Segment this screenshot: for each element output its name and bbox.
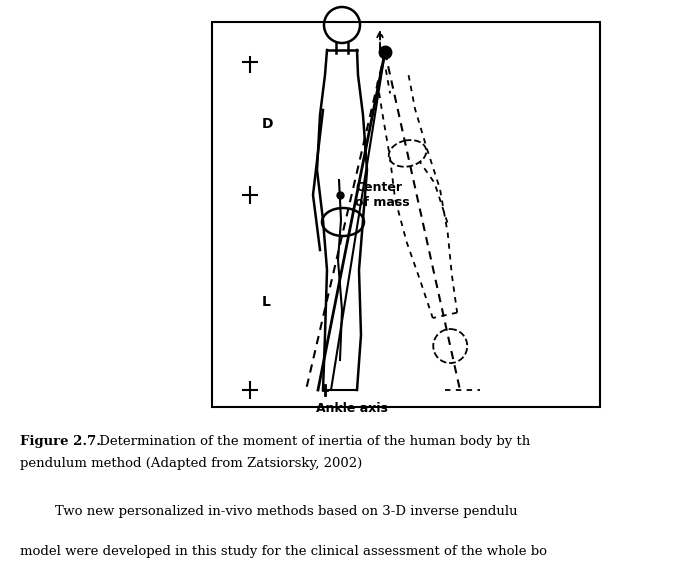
Text: Two new personalized in-vivo methods based on 3-D inverse pendulu: Two new personalized in-vivo methods bas… — [55, 505, 518, 518]
Text: Figure 2.7.: Figure 2.7. — [20, 435, 101, 448]
Text: pendulum method (Adapted from Zatsiorsky, 2002): pendulum method (Adapted from Zatsiorsky… — [20, 457, 362, 470]
Text: Determination of the moment of inertia of the human body by th: Determination of the moment of inertia o… — [95, 435, 530, 448]
Text: Ankle axis: Ankle axis — [316, 402, 388, 415]
Bar — [212, 22, 600, 407]
Text: model were developed in this study for the clinical assessment of the whole bo: model were developed in this study for t… — [20, 545, 547, 558]
Text: D: D — [262, 117, 273, 131]
Text: Center
of mass: Center of mass — [355, 181, 410, 209]
Text: L: L — [262, 295, 271, 309]
